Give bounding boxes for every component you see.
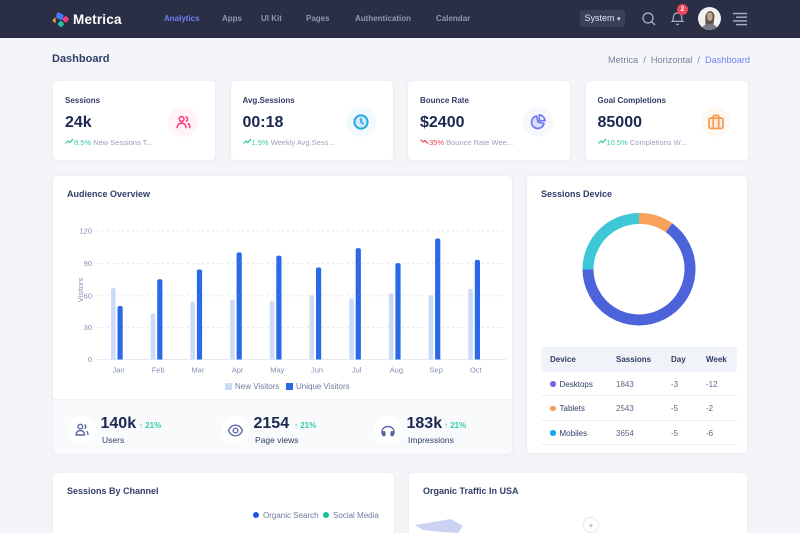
svg-text:0: 0 <box>88 355 92 364</box>
svg-text:Jun: Jun <box>311 366 323 375</box>
svg-text:Visitors: Visitors <box>76 278 85 303</box>
svg-text:Feb: Feb <box>152 366 165 375</box>
svg-text:90: 90 <box>84 259 92 268</box>
svg-text:Jan: Jan <box>112 366 124 375</box>
svg-text:+: + <box>589 521 594 530</box>
svg-text:Apr: Apr <box>232 366 244 375</box>
svg-text:60: 60 <box>84 291 92 300</box>
svg-text:120: 120 <box>79 227 92 236</box>
svg-text:Oct: Oct <box>470 366 483 375</box>
svg-text:Aug: Aug <box>390 366 403 375</box>
svg-text:30: 30 <box>84 323 92 332</box>
svg-text:Sep: Sep <box>429 366 442 375</box>
svg-text:Jul: Jul <box>352 366 362 375</box>
svg-text:May: May <box>270 366 284 375</box>
svg-text:Mar: Mar <box>191 366 204 375</box>
